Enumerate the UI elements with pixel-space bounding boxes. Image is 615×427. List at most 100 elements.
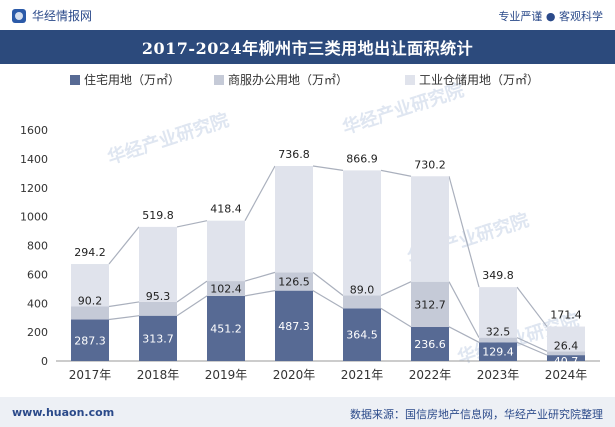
x-tick-label: 2017年 <box>69 368 112 382</box>
bar-segment <box>139 226 177 302</box>
brand-logo-icon <box>12 8 26 23</box>
value-label: 349.8 <box>482 269 514 282</box>
bar-segment <box>139 301 177 316</box>
connector-line <box>108 315 140 321</box>
bar-segment <box>275 272 313 291</box>
bar-segment <box>207 281 245 296</box>
bar-segment <box>547 326 585 352</box>
connector-line <box>108 301 140 308</box>
data-source: 数据来源：国信房地产信息网，华经产业研究院整理 <box>350 408 603 421</box>
bars <box>71 166 585 361</box>
value-label: 866.9 <box>346 152 378 165</box>
value-label: 26.4 <box>554 339 579 352</box>
y-tick-label: 200 <box>27 326 48 339</box>
value-label: 418.4 <box>210 203 242 216</box>
y-tick-label: 600 <box>27 268 48 281</box>
watermark-text: 华经产业研究院 <box>340 79 467 139</box>
value-label: 519.8 <box>142 209 174 222</box>
bar-segment <box>343 295 381 309</box>
x-tick-label: 2021年 <box>341 368 384 382</box>
value-label: 364.5 <box>346 329 378 342</box>
legend-swatch <box>70 75 80 85</box>
connector-line <box>516 286 548 327</box>
bar-segment <box>275 290 313 361</box>
bar-segment <box>479 342 517 361</box>
brand-name: 华经情报网 <box>32 9 93 23</box>
value-label: 312.7 <box>414 298 446 311</box>
x-tick-label: 2022年 <box>409 368 452 382</box>
connector-line <box>380 307 412 328</box>
x-tick-label: 2024年 <box>545 368 588 382</box>
value-label: 129.4 <box>482 346 514 359</box>
legend-swatch <box>214 75 224 85</box>
y-tick-label: 1600 <box>20 124 48 137</box>
value-label: 236.6 <box>414 338 446 351</box>
y-tick-label: 1000 <box>20 211 48 224</box>
connector-line <box>312 271 344 297</box>
title-bar: 2017-2024年柳州市三类用地出让面积统计 <box>0 30 615 64</box>
footer-bar: www.huaon.com 数据来源：国信房地产信息网，华经产业研究院整理 <box>0 397 615 427</box>
website-link[interactable]: www.huaon.com <box>12 406 115 419</box>
legend-swatch <box>405 75 415 85</box>
connector-line <box>244 290 276 297</box>
bar-segment <box>479 287 517 338</box>
connector-line <box>176 220 208 228</box>
connector-line <box>448 326 480 343</box>
bar-segment <box>71 264 109 307</box>
value-label: 730.2 <box>414 158 446 171</box>
connector-line <box>176 295 208 317</box>
value-label: 40.7 <box>554 355 579 368</box>
value-label: 736.8 <box>278 148 310 161</box>
connector-line <box>448 176 480 288</box>
y-tick-label: 0 <box>41 355 48 368</box>
connector-line <box>244 271 276 282</box>
connector-line <box>312 290 344 309</box>
x-axis: 2017年 2018年 2019年 2020年 2021年 2022年 2023年 2024年 <box>69 368 588 382</box>
watermark-text: 华经产业研究院 <box>105 109 232 169</box>
legend-label: 商服办公用地（万㎡） <box>228 72 348 87</box>
top-bar: 华经情报网 专业严谨 ● 客观科学 <box>0 0 615 30</box>
bar-segment <box>207 220 245 282</box>
value-label: 487.3 <box>278 320 310 333</box>
y-tick-label: 800 <box>27 240 48 253</box>
x-tick-label: 2019年 <box>205 368 248 382</box>
bar-segment <box>411 281 449 327</box>
y-tick-label: 1400 <box>20 153 48 166</box>
connector-line <box>312 165 344 171</box>
value-label: 294.2 <box>74 246 106 259</box>
value-label: 126.5 <box>278 276 310 289</box>
value-label: 451.2 <box>210 322 242 335</box>
value-label: 32.5 <box>486 326 511 339</box>
connector-lines <box>108 165 548 356</box>
tagline: 专业严谨 ● 客观科学 <box>498 10 603 23</box>
value-label: 102.4 <box>210 282 242 295</box>
bar-segment <box>343 308 381 361</box>
connector-line <box>176 280 208 303</box>
bar-segment <box>411 326 449 361</box>
connector-line <box>108 226 140 265</box>
connector-line <box>516 337 548 352</box>
x-tick-label: 2023年 <box>477 368 520 382</box>
bar-segment <box>547 355 585 361</box>
bar-segment <box>207 295 245 361</box>
chart-title: 2017-2024年柳州市三类用地出让面积统计 <box>141 39 474 58</box>
brand: 华经情报网 <box>12 7 92 24</box>
value-labels: 287.3 90.2 294.2 313.7 95.3 519.8 451.2 102.4 41… <box>74 148 582 368</box>
legend-label: 住宅用地（万㎡） <box>84 72 180 87</box>
x-tick-label: 2020年 <box>273 368 316 382</box>
bar-segment <box>139 315 177 361</box>
bar-segment <box>479 337 517 343</box>
bar-segment <box>343 170 381 296</box>
chart-legend: 住宅用地（万㎡） 商服办公用地（万㎡） 工业仓储用地（万㎡） <box>70 72 539 87</box>
connector-line <box>516 341 548 356</box>
x-tick-label: 2018年 <box>137 368 180 382</box>
bar-segment <box>71 306 109 320</box>
value-label: 313.7 <box>142 332 174 345</box>
bar-segment <box>71 319 109 361</box>
value-label: 287.3 <box>74 334 106 347</box>
bar-segment <box>275 166 313 273</box>
bar-segment <box>411 176 449 282</box>
value-label: 89.0 <box>350 284 375 297</box>
bar-segment <box>547 351 585 356</box>
